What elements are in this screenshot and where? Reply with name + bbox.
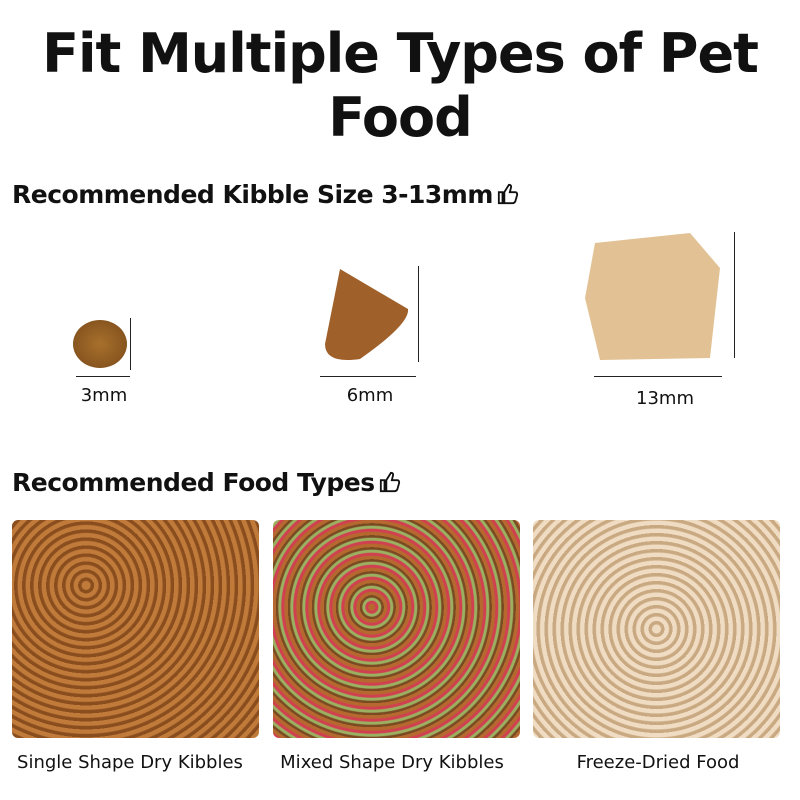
food-caption: Mixed Shape Dry Kibbles — [280, 752, 504, 773]
size-label: 3mm — [80, 385, 128, 406]
size-label: 6mm — [346, 385, 394, 406]
thumbs-up-icon — [497, 183, 519, 205]
freeze-dried-photo — [533, 520, 780, 738]
food-caption: Freeze-Dried Food — [576, 752, 740, 773]
kibble-heading: Recommended Kibble Size 3-13mm — [12, 180, 519, 209]
single-shape-photo — [12, 520, 259, 738]
mixed-shape-photo — [273, 520, 520, 738]
kibble-6mm — [325, 269, 409, 360]
kibble-3mm — [73, 320, 127, 368]
food-caption: Single Shape Dry Kibbles — [17, 752, 243, 773]
thumbs-up-icon — [379, 471, 400, 493]
page-title: Fit Multiple Types of Pet Food — [42, 22, 759, 149]
size-label: 13mm — [636, 388, 694, 409]
food-heading: Recommended Food Types — [12, 468, 401, 497]
kibble-13mm — [585, 233, 720, 360]
